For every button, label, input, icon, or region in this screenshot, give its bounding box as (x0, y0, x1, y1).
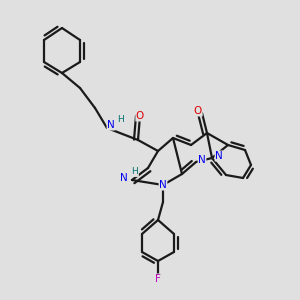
Text: H: H (117, 116, 123, 124)
Text: N: N (198, 155, 206, 165)
Text: N: N (159, 180, 167, 190)
Text: H: H (132, 167, 138, 176)
Text: F: F (155, 274, 161, 284)
Text: O: O (136, 111, 144, 121)
Text: O: O (194, 106, 202, 116)
Text: N: N (107, 120, 115, 130)
Text: N: N (215, 151, 223, 161)
Text: N: N (120, 173, 128, 183)
